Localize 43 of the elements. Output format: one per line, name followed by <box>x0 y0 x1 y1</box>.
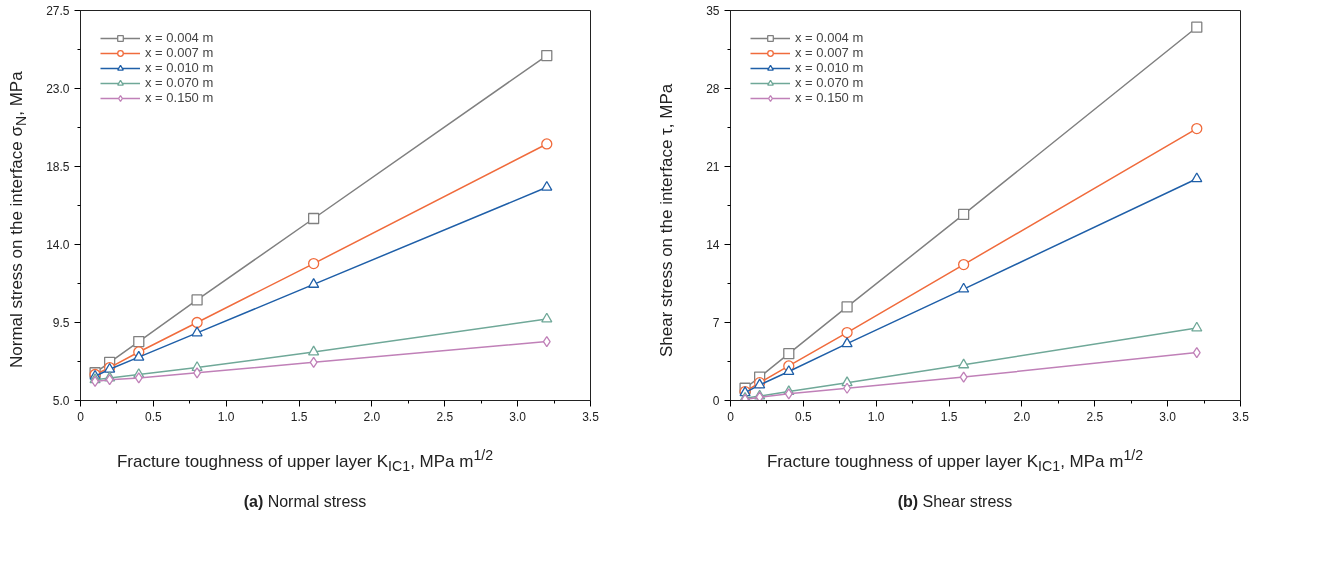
y-tick-label: 28 <box>706 82 720 96</box>
y-tick-label: 21 <box>706 160 720 174</box>
y-tick-label: 18.5 <box>46 160 70 174</box>
legend-label: x = 0.070 m <box>145 75 214 90</box>
x-tick-label: 2.0 <box>363 409 381 424</box>
y-tick-label: 0 <box>712 394 720 408</box>
legend-label: x = 0.150 m <box>145 90 214 105</box>
legend-label: x = 0.070 m <box>795 75 864 90</box>
x-tick-label: 2.0 <box>1013 409 1031 424</box>
x-tick-label: 1.0 <box>217 409 235 424</box>
y-tick-label: 5.0 <box>52 394 70 408</box>
y-tick-label: 7 <box>712 316 720 330</box>
x-tick-label: 3.5 <box>582 409 600 424</box>
x-tick-label: 1.5 <box>290 409 308 424</box>
legend-label: x = 0.010 m <box>795 60 864 75</box>
legend-label: x = 0.004 m <box>145 30 214 45</box>
y-tick-label: 23.0 <box>46 82 70 96</box>
x-tick-label: 0.5 <box>145 409 163 424</box>
y-tick-label: 14 <box>706 238 720 252</box>
legend-label: x = 0.150 m <box>795 90 864 105</box>
x-tick-label: 0 <box>727 409 735 424</box>
x-tick-label: 3.0 <box>1159 409 1177 424</box>
x-tick-label: 2.5 <box>436 409 454 424</box>
legend-label: x = 0.007 m <box>145 45 214 60</box>
y-tick-label: 14.0 <box>46 238 70 252</box>
legend-label: x = 0.007 m <box>795 45 864 60</box>
x-tick-label: 3.0 <box>509 409 527 424</box>
x-tick-label: 3.5 <box>1232 409 1250 424</box>
y-tick-label: 9.5 <box>52 316 70 330</box>
x-axis-title: Fracture toughness of upper layer K$_{IC1}$, MPa m$^{1/2}$ <box>766 446 1144 477</box>
text: (a) Normal stress <box>243 492 367 512</box>
y-tick-label: 35 <box>706 4 720 18</box>
legend-label: x = 0.004 m <box>795 30 864 45</box>
x-tick-label: 2.5 <box>1086 409 1104 424</box>
x-tick-label: 1.0 <box>867 409 885 424</box>
x-tick-label: 0.5 <box>795 409 813 424</box>
legend-label: x = 0.010 m <box>145 60 214 75</box>
x-tick-label: 0 <box>77 409 85 424</box>
text: (b) Shear stress <box>897 492 1013 512</box>
y-axis-title: Shear stress on the interface τ, MPa <box>656 83 677 357</box>
x-tick-label: 1.5 <box>940 409 958 424</box>
y-tick-label: 27.5 <box>46 4 70 18</box>
x-axis-title: Fracture toughness of upper layer K$_{IC1}$, MPa m$^{1/2}$ <box>116 446 494 477</box>
